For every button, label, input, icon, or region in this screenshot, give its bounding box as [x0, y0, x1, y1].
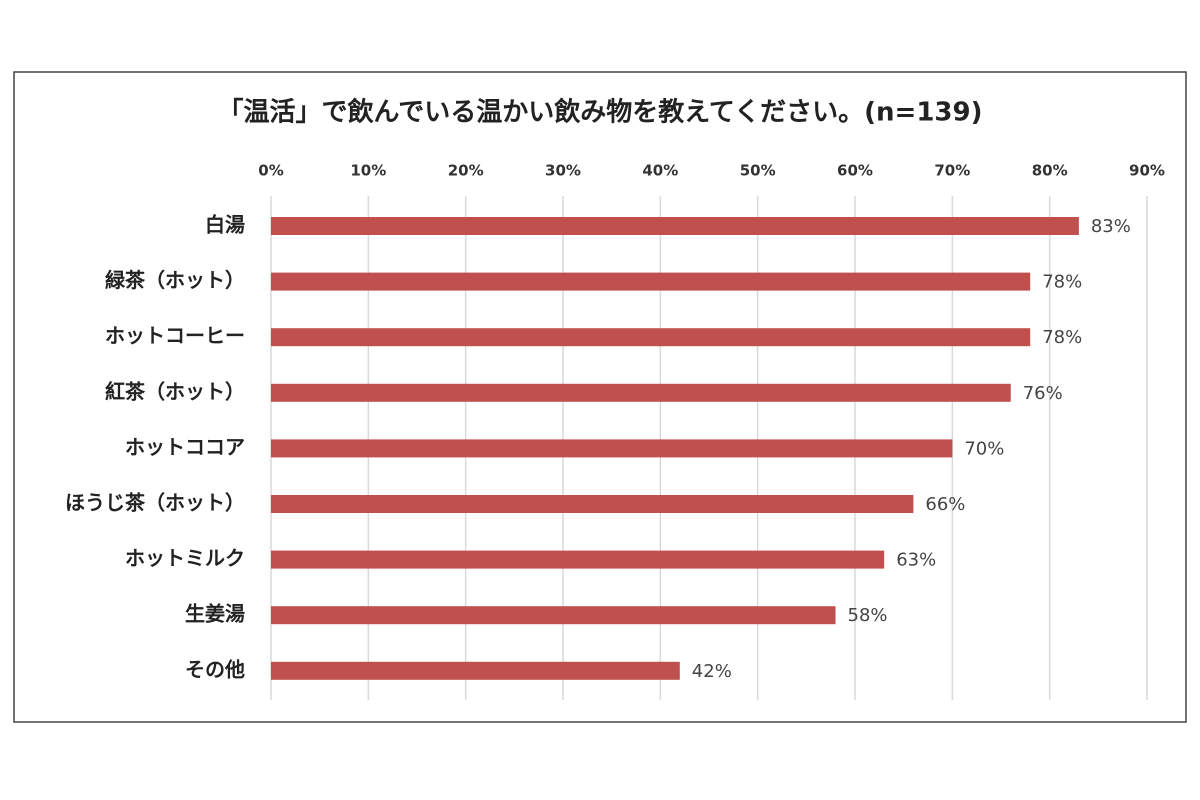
- y-tick-label: 紅茶（ホット）: [105, 379, 245, 403]
- y-tick-label: ホットミルク: [125, 546, 245, 570]
- y-tick-label: ホットココア: [125, 435, 245, 459]
- value-label: 78%: [1042, 272, 1082, 293]
- y-tick-label: ほうじ茶（ホット）: [65, 491, 245, 515]
- value-label: 66%: [925, 494, 965, 515]
- value-label: 83%: [1091, 216, 1131, 237]
- value-label: 78%: [1042, 327, 1082, 348]
- bar: [271, 328, 1031, 347]
- y-tick-label: 生姜湯: [185, 602, 245, 626]
- x-tick-label: 0%: [258, 162, 283, 180]
- bar: [271, 495, 914, 513]
- bar: [271, 439, 953, 458]
- value-label: 76%: [1023, 383, 1063, 404]
- x-tick-label: 50%: [740, 162, 776, 180]
- bar: [271, 217, 1079, 235]
- x-tick-label: 60%: [837, 162, 873, 180]
- x-tick-label: 80%: [1032, 162, 1068, 180]
- y-tick-label: 緑茶（ホット）: [105, 268, 245, 292]
- x-tick-label: 40%: [642, 162, 678, 180]
- x-tick-label: 10%: [350, 162, 386, 180]
- value-label: 63%: [896, 550, 936, 571]
- value-label: 58%: [848, 605, 888, 626]
- chart-title: 「温活」で飲んでいる温かい飲み物を教えてください。(n=139): [218, 97, 983, 128]
- y-tick-label: 白湯: [205, 213, 245, 237]
- x-tick-label: 90%: [1129, 162, 1165, 180]
- x-tick-label: 70%: [934, 162, 970, 180]
- value-label: 70%: [964, 438, 1004, 459]
- bar: [271, 606, 836, 625]
- bar: [271, 272, 1031, 291]
- y-tick-label: ホットコーヒー: [105, 324, 245, 348]
- bar: [271, 383, 1011, 402]
- x-tick-label: 20%: [448, 162, 484, 180]
- bar: [271, 550, 885, 569]
- bar: [271, 661, 680, 680]
- value-label: 42%: [692, 661, 732, 682]
- x-tick-label: 30%: [545, 162, 581, 180]
- y-tick-label: その他: [185, 657, 245, 681]
